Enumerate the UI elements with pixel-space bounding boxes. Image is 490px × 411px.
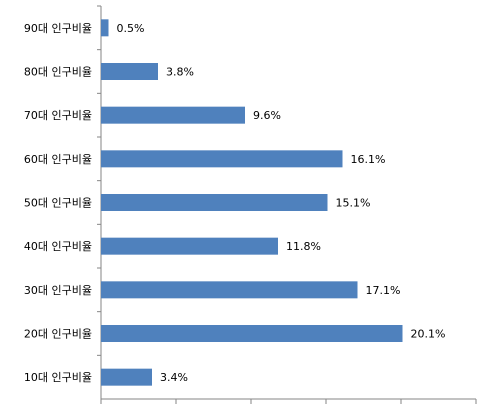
- bar: [101, 106, 245, 124]
- value-label: 0.5%: [117, 22, 145, 35]
- value-label: 3.4%: [160, 371, 188, 384]
- y-tick-label: 70대 인구비율: [24, 109, 92, 122]
- value-label: 16.1%: [351, 153, 386, 166]
- bar: [101, 19, 109, 37]
- bar: [101, 63, 158, 80]
- y-tick-label: 80대 인구비율: [24, 66, 92, 79]
- bar: [101, 150, 343, 168]
- bar: [101, 325, 403, 342]
- value-label: 20.1%: [411, 328, 446, 341]
- value-label: 11.8%: [286, 240, 321, 253]
- y-tick-label: 90대 인구비율: [24, 22, 92, 35]
- y-tick-label: 30대 인구비율: [24, 284, 92, 297]
- bar: [101, 194, 328, 211]
- y-tick-label: 60대 인구비율: [24, 153, 92, 166]
- y-tick-label: 10대 인구비율: [24, 371, 92, 384]
- value-label: 17.1%: [366, 284, 401, 297]
- value-label: 15.1%: [336, 197, 371, 210]
- bar: [101, 368, 152, 386]
- bar: [101, 281, 358, 299]
- y-tick-label: 20대 인구비율: [24, 328, 92, 341]
- y-tick-label: 50대 인구비율: [24, 197, 92, 210]
- value-label: 3.8%: [166, 66, 194, 79]
- value-label: 9.6%: [253, 109, 281, 122]
- y-tick-label: 40대 인구비율: [24, 240, 92, 253]
- bar: [101, 237, 278, 255]
